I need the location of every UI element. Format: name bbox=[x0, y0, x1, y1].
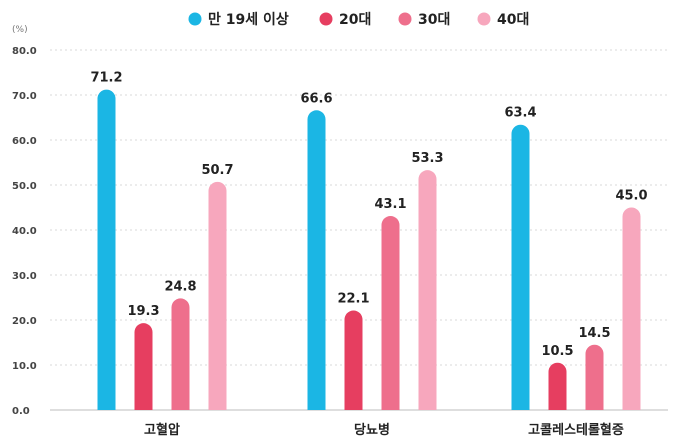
y-tick-label: 20.0 bbox=[12, 316, 37, 327]
data-label: 43.1 bbox=[374, 197, 406, 212]
bar bbox=[307, 110, 326, 411]
y-tick-label: 80.0 bbox=[12, 46, 37, 57]
bar bbox=[511, 124, 530, 410]
category-label: 고혈압 bbox=[144, 422, 180, 438]
legend-label: 30대 bbox=[418, 12, 450, 28]
bar bbox=[97, 89, 116, 410]
y-tick-label: 50.0 bbox=[12, 181, 37, 192]
data-labels: 71.2 19.3 24.8 50.7 66.6 22.1 43.1 53.3 63.4 10.5… bbox=[90, 71, 647, 359]
data-label: 53.3 bbox=[411, 151, 443, 166]
data-label: 22.1 bbox=[337, 292, 369, 307]
category-labels: 고혈압 당뇨병 고콜레스테롤혈증 bbox=[144, 422, 624, 438]
data-label: 19.3 bbox=[127, 304, 159, 319]
y-axis-ticks: 0.0 10.0 20.0 30.0 40.0 50.0 60.0 70.0 80.0 bbox=[12, 46, 37, 417]
y-axis-unit: (%) bbox=[12, 25, 28, 35]
bar bbox=[622, 207, 641, 410]
data-label: 10.5 bbox=[541, 344, 573, 359]
bar bbox=[171, 298, 190, 410]
y-tick-label: 0.0 bbox=[12, 406, 30, 417]
bar bbox=[548, 362, 567, 410]
data-label: 14.5 bbox=[578, 326, 610, 341]
data-label: 71.2 bbox=[90, 71, 122, 86]
data-label: 50.7 bbox=[201, 163, 233, 178]
legend-label: 만 19세 이상 bbox=[208, 11, 289, 28]
category-label: 고콜레스테롤혈증 bbox=[528, 422, 624, 438]
legend-swatch bbox=[398, 12, 412, 26]
bar bbox=[585, 344, 604, 410]
data-label: 45.0 bbox=[615, 189, 647, 204]
bar bbox=[208, 181, 227, 410]
legend: 만 19세 이상 20대 30대 40대 bbox=[188, 11, 529, 28]
bar bbox=[344, 310, 363, 410]
y-tick-label: 60.0 bbox=[12, 136, 37, 147]
y-tick-label: 40.0 bbox=[12, 226, 37, 237]
bar bbox=[134, 323, 153, 410]
bars bbox=[97, 89, 641, 411]
legend-label: 40대 bbox=[497, 12, 529, 28]
category-label: 당뇨병 bbox=[354, 422, 390, 438]
data-label: 24.8 bbox=[164, 279, 196, 294]
y-tick-label: 10.0 bbox=[12, 361, 37, 372]
bar bbox=[381, 216, 400, 410]
legend-swatch bbox=[188, 12, 202, 26]
legend-swatch bbox=[477, 12, 491, 26]
y-tick-label: 30.0 bbox=[12, 271, 37, 282]
legend-label: 20대 bbox=[339, 12, 371, 28]
bar bbox=[418, 170, 437, 410]
y-tick-label: 70.0 bbox=[12, 91, 37, 102]
data-label: 66.6 bbox=[300, 91, 332, 106]
data-label: 63.4 bbox=[504, 106, 536, 121]
legend-swatch bbox=[319, 12, 333, 26]
